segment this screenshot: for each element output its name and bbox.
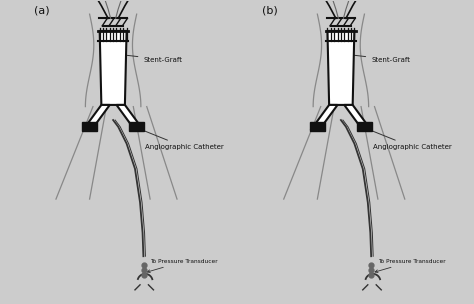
Polygon shape (83, 105, 110, 130)
Bar (310, 122, 325, 131)
Bar (82, 122, 97, 131)
Bar (129, 122, 144, 131)
Text: Angiographic Catheter: Angiographic Catheter (136, 127, 224, 150)
Text: Angiographic Catheter: Angiographic Catheter (364, 127, 452, 150)
Text: Stent-Graft: Stent-Graft (123, 55, 182, 63)
Polygon shape (310, 105, 337, 130)
Text: To Pressure Transducer: To Pressure Transducer (375, 259, 446, 273)
Polygon shape (100, 31, 127, 105)
Polygon shape (328, 31, 355, 105)
Text: (a): (a) (34, 6, 50, 16)
Bar (357, 122, 372, 131)
Text: Stent-Graft: Stent-Graft (350, 55, 410, 63)
Text: (b): (b) (262, 6, 278, 16)
Polygon shape (344, 105, 371, 130)
Polygon shape (117, 105, 144, 130)
Text: To Pressure Transducer: To Pressure Transducer (147, 259, 218, 273)
